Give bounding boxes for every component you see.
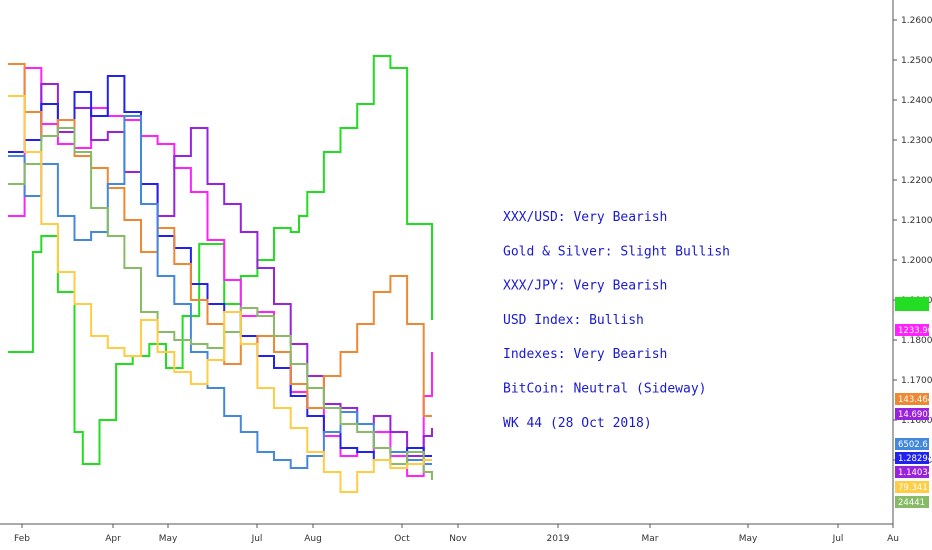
- price-tag-box: [895, 481, 929, 493]
- x-tick-label: 2019: [547, 534, 570, 544]
- price-tag-label: 1.28294: [898, 454, 932, 464]
- y-tick-label: 1.26000: [901, 16, 932, 26]
- y-tick-label: 1.21000: [901, 216, 932, 226]
- x-tick-label: Au: [887, 534, 899, 544]
- price-tag-label: 6502.6: [898, 440, 928, 450]
- price-tag-label: 79.341: [898, 483, 928, 493]
- price-tag-label: 1233.903: [898, 326, 932, 336]
- annotation-note: XXX/JPY: Very Bearish: [503, 279, 667, 294]
- annotation-note: USD Index: Bullish: [503, 313, 644, 328]
- x-tick-label: Aug: [304, 534, 322, 544]
- annotation-note: WK 44 (28 Oct 2018): [503, 416, 652, 431]
- series-line-3: [8, 75, 432, 465]
- y-tick-label: 1.17000: [901, 376, 932, 386]
- x-tick-label: Oct: [394, 534, 410, 544]
- y-tick-label: 1.18000: [901, 336, 932, 346]
- x-tick-label: Jul: [832, 534, 844, 544]
- annotation-note: BitCoin: Neutral (Sideway): [503, 382, 707, 397]
- price-tag: 79.341: [895, 481, 929, 493]
- price-tag-label: 1.14034: [898, 468, 932, 478]
- x-tick-label: Nov: [449, 534, 467, 544]
- series-layer: [8, 55, 433, 493]
- price-tag: 1233.903: [895, 324, 932, 336]
- price-tag: 14.69027: [895, 408, 932, 420]
- price-tag-box: [895, 297, 929, 311]
- annotation-note: XXX/USD: Very Bearish: [503, 210, 667, 225]
- price-tag-label: 14.69027: [898, 410, 932, 420]
- price-tag-box: [895, 496, 929, 508]
- price-tag-box: [895, 324, 929, 336]
- x-tick-label: May: [739, 534, 758, 544]
- x-tick-label: Apr: [105, 534, 121, 544]
- price-tag-box: [895, 408, 929, 420]
- price-tag: 6502.6: [895, 438, 929, 450]
- price-tag: 143.464: [895, 393, 932, 405]
- y-tick-label: 1.25000: [901, 56, 932, 66]
- price-tag-box: [895, 438, 929, 450]
- x-tick-label: Feb: [14, 534, 30, 544]
- x-tick-label: Jul: [251, 534, 263, 544]
- y-tick-label: 1.16000: [901, 416, 932, 426]
- price-tags: 1233.903 143.464 14.69027 6502.6 1.28294 1.14…: [895, 297, 932, 508]
- x-axis: Feb Apr May Jul Aug Oct Nov 2019 Mar May Jul Au: [0, 523, 899, 544]
- price-tag: 1.14034: [895, 466, 932, 478]
- y-tick-label: 1.22000: [901, 176, 932, 186]
- x-tick-label: Mar: [642, 534, 659, 544]
- series-line-7: [8, 95, 432, 493]
- y-tick-label: 1.23000: [901, 136, 932, 146]
- price-tag-box: [895, 466, 929, 478]
- price-tag-box: [895, 393, 929, 405]
- annotation-note: Gold & Silver: Slight Bullish: [503, 244, 730, 259]
- x-tick-label: May: [159, 534, 178, 544]
- price-tag-label: 24441: [898, 498, 925, 508]
- price-tag-label: 143.464: [898, 395, 932, 405]
- y-tick-label: 1.20000: [901, 256, 932, 266]
- price-tag: [895, 297, 929, 311]
- price-tag-box: [895, 452, 929, 464]
- price-tag: 24441: [895, 496, 929, 508]
- series-line-5: [8, 115, 432, 469]
- annotation-notes: XXX/USD: Very Bearish Gold & Silver: Slig…: [503, 210, 730, 431]
- annotation-note: Indexes: Very Bearish: [503, 347, 667, 362]
- y-tick-label: 1.24000: [901, 96, 932, 106]
- price-tag: 1.28294: [895, 452, 932, 464]
